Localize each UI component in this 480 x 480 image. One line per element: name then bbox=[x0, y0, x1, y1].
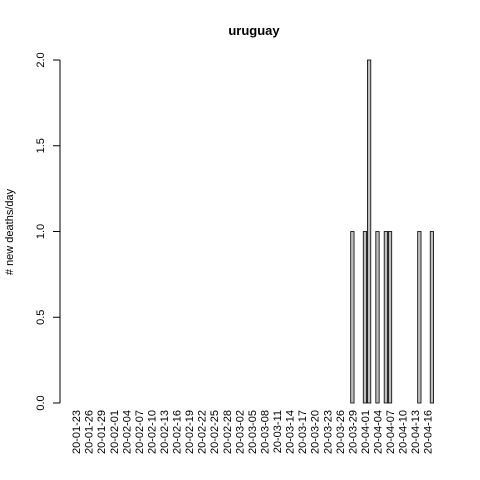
bar bbox=[350, 231, 355, 404]
bars bbox=[350, 59, 434, 404]
y-axis: 0.0 0.5 1.0 1.5 2.0 bbox=[35, 52, 61, 411]
x-tick-label: 20-02-04 bbox=[121, 410, 133, 454]
bar bbox=[429, 231, 434, 404]
bar bbox=[383, 231, 388, 404]
y-tick-label: 1.5 bbox=[35, 138, 47, 153]
x-tick-label: 20-02-16 bbox=[172, 410, 184, 454]
bar bbox=[375, 231, 380, 404]
x-tick-label: 20-02-07 bbox=[134, 410, 146, 454]
x-tick-label: 20-02-28 bbox=[222, 410, 234, 454]
x-tick-label: 20-04-10 bbox=[398, 410, 410, 454]
x-tick-label: 20-03-14 bbox=[285, 410, 297, 454]
x-tick-label: 20-03-17 bbox=[297, 410, 309, 454]
x-tick-label: 20-02-22 bbox=[197, 410, 209, 454]
x-tick-label: 20-03-29 bbox=[347, 410, 359, 454]
x-tick-label: 20-02-13 bbox=[159, 410, 171, 454]
x-tick-label: 20-04-01 bbox=[360, 410, 372, 454]
x-tick-label: 20-03-20 bbox=[310, 410, 322, 454]
x-tick-label: 20-04-16 bbox=[423, 410, 435, 454]
x-tick-label: 20-03-23 bbox=[322, 410, 334, 454]
bar bbox=[387, 231, 393, 404]
x-tick-label: 20-02-19 bbox=[184, 410, 196, 454]
y-tick-label: 0.5 bbox=[35, 310, 47, 325]
chart-title: uruguay bbox=[228, 23, 280, 38]
bar bbox=[362, 231, 368, 404]
x-tick-label: 20-01-29 bbox=[96, 410, 108, 454]
x-tick-label: 20-01-26 bbox=[84, 410, 96, 454]
x-tick-label: 20-03-02 bbox=[234, 410, 246, 454]
x-tick-label: 20-03-05 bbox=[247, 410, 259, 454]
bar bbox=[417, 231, 422, 404]
x-tick-label: 20-03-11 bbox=[272, 410, 284, 453]
y-tick-label: 1.0 bbox=[35, 224, 47, 239]
x-tick-label: 20-04-07 bbox=[385, 410, 397, 454]
y-tick-label: 0.0 bbox=[35, 395, 47, 410]
y-tick-label: 2.0 bbox=[35, 52, 47, 67]
x-tick-label: 20-03-26 bbox=[335, 410, 347, 454]
x-tick-label: 20-04-04 bbox=[372, 410, 384, 454]
x-tick-label: 20-02-10 bbox=[146, 410, 158, 454]
x-tick-label: 20-04-13 bbox=[410, 410, 422, 454]
x-tick-label: 20-02-25 bbox=[209, 410, 221, 454]
x-tick-label: 20-01-23 bbox=[71, 410, 83, 454]
y-axis-label: # new deaths/day bbox=[4, 188, 16, 275]
x-axis: 20-01-23 20-01-26 20-01-29 20-02-01 20-02-04… bbox=[71, 410, 435, 454]
bar bbox=[367, 59, 372, 404]
x-tick-label: 20-03-08 bbox=[259, 410, 271, 454]
x-tick-label: 20-02-01 bbox=[109, 410, 121, 454]
